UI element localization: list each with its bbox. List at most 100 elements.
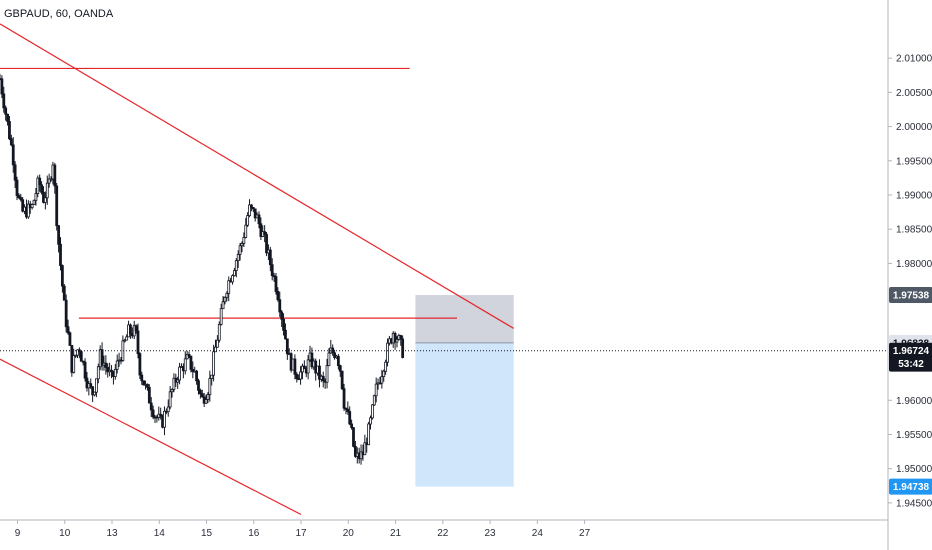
candle-body	[263, 231, 267, 235]
price-tag: 1.96724	[893, 346, 930, 357]
candle-body	[38, 177, 42, 186]
candle-body	[106, 366, 110, 373]
candle-body	[4, 107, 8, 115]
candle-body	[270, 264, 274, 277]
candle-body	[208, 378, 212, 396]
time-tick-label: 24	[532, 528, 544, 539]
candle-body	[246, 215, 250, 226]
candle-body	[151, 409, 155, 418]
candle-body	[8, 121, 11, 140]
candle-body	[233, 270, 236, 277]
candle-body	[198, 389, 202, 395]
candle-body	[225, 292, 229, 298]
price-tag: 53:42	[898, 359, 924, 370]
candle-body	[185, 354, 189, 360]
candle-body	[352, 427, 355, 447]
candle-body	[363, 442, 367, 456]
candle-body	[293, 358, 297, 375]
candle-body	[68, 332, 72, 346]
candle-body	[359, 451, 363, 460]
candle-body	[299, 371, 302, 380]
candle-body	[79, 351, 83, 362]
candle-body	[321, 375, 325, 382]
candle-body	[15, 179, 19, 196]
candle-body	[350, 423, 354, 429]
price-tick-label: 1.98000	[896, 259, 932, 270]
candle-body	[257, 214, 261, 225]
candle-body	[371, 404, 374, 419]
price-tag-bg	[889, 342, 932, 359]
price-tick-label: 1.99000	[896, 191, 932, 202]
candle-body	[302, 365, 306, 369]
candle-body	[59, 243, 62, 266]
candle-body	[34, 193, 38, 201]
candle-body	[53, 164, 57, 187]
candle-body	[191, 369, 195, 372]
candle-body	[40, 184, 43, 193]
candle-body	[115, 360, 119, 370]
candle-body	[240, 243, 244, 247]
candle-body	[146, 383, 149, 388]
candle-body	[9, 138, 13, 146]
stop-loss-zone	[415, 295, 514, 343]
price-tick-label: 1.95500	[896, 430, 932, 441]
candle-body	[138, 353, 142, 376]
candle-body	[85, 377, 89, 389]
candle-body	[166, 406, 170, 413]
candle-body	[333, 352, 336, 359]
candle-body	[187, 354, 191, 357]
time-tick-label: 10	[59, 528, 71, 539]
candle-body	[250, 204, 253, 208]
candle-body	[30, 204, 34, 209]
candle-body	[178, 366, 181, 381]
candle-body	[344, 407, 348, 410]
time-tick-label: 9	[15, 528, 21, 539]
candle-body	[64, 299, 68, 328]
candle-body	[251, 207, 255, 210]
price-tick-label: 2.01000	[896, 54, 932, 65]
candle-body	[6, 113, 9, 122]
chart-title: GBPAUD, 60, OANDA	[4, 8, 114, 20]
candle-body	[100, 349, 104, 366]
candle-body	[236, 254, 240, 262]
candle-body	[295, 373, 299, 380]
candle-body	[325, 365, 329, 383]
candle-body	[210, 374, 214, 379]
candle-body	[221, 301, 225, 310]
time-tick-label: 15	[201, 528, 213, 539]
lower-channel-line	[0, 358, 302, 516]
candle-body	[227, 280, 231, 294]
candle-body	[74, 354, 78, 357]
candle-body	[45, 182, 49, 199]
candle-body	[176, 379, 180, 383]
price-tick-label: 2.00500	[896, 88, 932, 99]
candle-body	[231, 275, 234, 283]
candle-body	[195, 370, 198, 382]
candle-body	[104, 362, 108, 368]
candle-body	[55, 185, 59, 227]
time-tick-label: 20	[343, 528, 355, 539]
time-tick-label: 23	[485, 528, 497, 539]
candle-body	[219, 308, 223, 325]
candle-body	[399, 335, 403, 340]
price-tick-label: 2.00000	[896, 122, 932, 133]
candle-body	[47, 178, 51, 184]
candle-body	[183, 358, 187, 372]
candle-body	[327, 352, 331, 367]
price-tag: 1.94738	[893, 482, 930, 493]
candle-body	[0, 78, 4, 95]
price-tick-label: 1.98500	[896, 225, 932, 236]
candle-body	[268, 249, 272, 266]
candle-body	[367, 423, 371, 446]
candle-body	[206, 394, 210, 400]
candle-body	[172, 377, 176, 390]
candle-body	[93, 391, 96, 396]
candle-body	[348, 411, 352, 425]
candle-body	[43, 197, 47, 203]
time-tick-label: 17	[295, 528, 307, 539]
candle-body	[163, 410, 166, 428]
candle-body	[147, 386, 151, 404]
price-tag: 1.97538	[893, 291, 930, 302]
